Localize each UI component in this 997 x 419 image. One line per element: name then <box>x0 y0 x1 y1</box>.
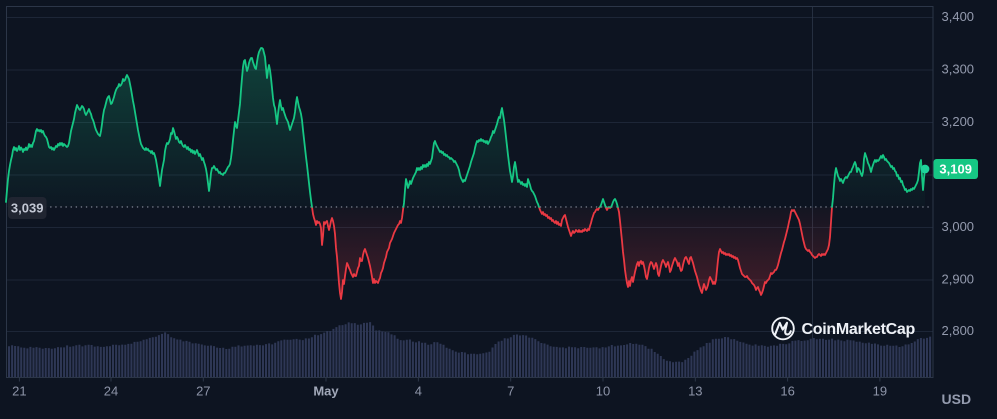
svg-text:2,900: 2,900 <box>942 271 975 286</box>
svg-text:USD: USD <box>942 391 972 407</box>
svg-text:7: 7 <box>507 383 514 398</box>
svg-text:13: 13 <box>688 383 702 398</box>
svg-text:3,109: 3,109 <box>939 162 972 177</box>
svg-text:21: 21 <box>12 383 26 398</box>
svg-text:3,000: 3,000 <box>942 219 975 234</box>
svg-text:May: May <box>313 383 339 398</box>
svg-text:4: 4 <box>415 383 422 398</box>
svg-text:3,300: 3,300 <box>942 61 975 76</box>
svg-text:16: 16 <box>780 383 794 398</box>
svg-text:3,200: 3,200 <box>942 114 975 129</box>
svg-text:24: 24 <box>104 383 118 398</box>
svg-text:2,800: 2,800 <box>942 323 975 338</box>
svg-text:27: 27 <box>196 383 210 398</box>
svg-text:19: 19 <box>873 383 887 398</box>
svg-text:CoinMarketCap: CoinMarketCap <box>802 321 916 338</box>
svg-text:10: 10 <box>596 383 610 398</box>
svg-text:3,039: 3,039 <box>11 201 44 216</box>
svg-text:3,400: 3,400 <box>942 9 975 24</box>
